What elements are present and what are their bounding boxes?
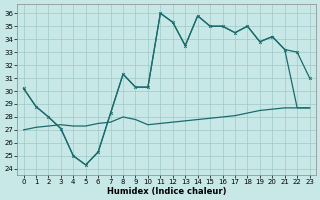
X-axis label: Humidex (Indice chaleur): Humidex (Indice chaleur) (107, 187, 226, 196)
